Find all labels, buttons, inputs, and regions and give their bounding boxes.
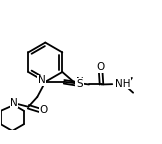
Text: N: N <box>76 77 83 87</box>
Text: NH: NH <box>116 79 131 89</box>
Text: S: S <box>76 79 82 89</box>
Text: O: O <box>97 62 105 72</box>
Text: O: O <box>40 105 48 115</box>
Text: N: N <box>38 75 45 85</box>
Text: N: N <box>10 98 18 108</box>
